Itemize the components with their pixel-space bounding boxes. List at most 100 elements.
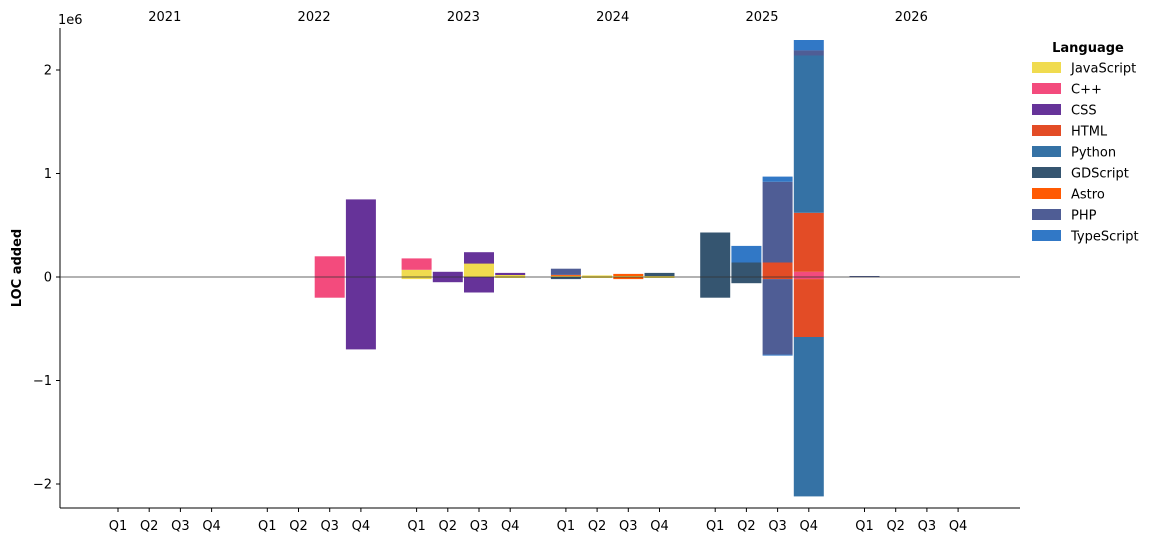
x-tick-label: Q2 (289, 519, 308, 534)
bar-segment-html (762, 262, 793, 277)
bar-segment-php (849, 276, 880, 277)
y-tick-label: −2 (33, 478, 52, 493)
bar-segment-html (793, 279, 824, 338)
y-axis-label: LOC added (10, 229, 25, 307)
legend-swatch (1032, 83, 1061, 94)
x-tick-label: Q1 (407, 519, 426, 534)
x-tick-label: Q4 (800, 519, 819, 534)
bar-segment-html (793, 212, 824, 272)
legend-swatch (1032, 188, 1061, 199)
y-tick-label: 0 (44, 271, 52, 286)
legend-label: JavaScript (1070, 62, 1136, 77)
y-ticks: −2 −1 0 1 2 (33, 64, 60, 493)
bar-segment-gdscript (731, 262, 762, 277)
bar-segment-javascript (464, 263, 494, 277)
year-label: 2022 (298, 10, 331, 25)
legend-label: TypeScript (1070, 230, 1139, 245)
bar-segment-gdscript (700, 277, 731, 298)
x-tick-label: Q3 (171, 519, 190, 534)
legend-label: GDScript (1071, 167, 1129, 182)
bar-segment-gdscript (550, 277, 581, 280)
year-label: 2021 (148, 10, 181, 25)
bar-segment-javascript (495, 274, 526, 277)
legend-swatch (1032, 62, 1061, 73)
legend-label: HTML (1071, 125, 1108, 140)
bar-segment-javascript (401, 269, 432, 277)
year-labels: 2021 2022 2023 2024 2025 2026 (148, 10, 928, 25)
bar-segment-c- (793, 271, 824, 277)
x-tick-label: Q4 (202, 519, 221, 534)
x-tick-label: Q4 (949, 519, 968, 534)
x-ticks: Q1 Q2 Q3 Q4 Q1 Q2 Q3 Q4 Q1 Q2 Q3 Q4 Q1 Q2 Q3 Q4 Q1 Q2 Q3 Q4… (109, 508, 968, 534)
bar-segment-gdscript (731, 277, 762, 284)
x-tick-label: Q4 (650, 519, 669, 534)
bar-segment-javascript (582, 275, 613, 277)
bar-segment-php (550, 268, 581, 275)
legend-swatch (1032, 104, 1061, 115)
plot-area (59, 28, 1020, 509)
y-tick-label: 1 (44, 167, 52, 182)
bar-segment-javascript (495, 277, 526, 278)
bar-segment-typescript (793, 40, 824, 51)
x-tick-label: Q1 (109, 519, 128, 534)
legend-title: Language (1052, 41, 1124, 56)
legend-swatch (1032, 209, 1061, 220)
x-tick-label: Q3 (918, 519, 937, 534)
year-label: 2025 (745, 10, 778, 25)
legend-swatch (1032, 167, 1061, 178)
bar-segment-php (762, 279, 793, 355)
bar-segment-typescript (731, 245, 762, 263)
x-tick-label: Q2 (588, 519, 607, 534)
bar-segment-css (432, 277, 463, 283)
bar-segment-astro (613, 277, 644, 280)
x-tick-label: Q1 (258, 519, 277, 534)
bars-layer (314, 40, 880, 497)
bar-segment-css (432, 271, 463, 277)
x-tick-label: Q2 (737, 519, 756, 534)
year-label: 2024 (596, 10, 629, 25)
bar-segment-c- (793, 277, 824, 280)
x-tick-label: Q2 (140, 519, 159, 534)
bar-segment-python (793, 55, 824, 213)
y-scale-label: 1e6 (58, 13, 83, 28)
x-tick-label: Q3 (619, 519, 638, 534)
bar-segment-typescript (762, 354, 793, 356)
bar-segment-gdscript (700, 232, 731, 277)
x-tick-label: Q3 (470, 519, 489, 534)
bar-segment-c- (314, 256, 345, 277)
bar-segment-php (762, 181, 793, 263)
bar-segment-javascript (644, 277, 675, 278)
bar-segment-javascript (550, 276, 581, 277)
x-tick-label: Q1 (855, 519, 874, 534)
bar-segment-html (762, 277, 793, 280)
x-tick-label: Q3 (768, 519, 787, 534)
x-tick-label: Q1 (706, 519, 725, 534)
legend-swatch (1032, 230, 1061, 241)
bar-segment-css (345, 199, 376, 277)
x-tick-label: Q1 (557, 519, 576, 534)
bar-segment-css (345, 277, 376, 350)
legend-label: CSS (1071, 104, 1097, 119)
year-label: 2023 (447, 10, 480, 25)
legend-label: PHP (1071, 209, 1097, 224)
bar-segment-python (793, 337, 824, 497)
bar-segment-gdscript (644, 272, 675, 276)
bar-segment-css (464, 277, 494, 293)
bar-segment-javascript (644, 276, 675, 277)
bar-segment-css (464, 252, 494, 264)
legend: Language JavaScript C++ CSS HTML Python GDScr… (1032, 41, 1139, 245)
bar-segment-javascript (401, 277, 432, 280)
year-label: 2026 (895, 10, 928, 25)
bar-segment-javascript (582, 277, 613, 278)
legend-swatch (1032, 125, 1061, 136)
x-tick-label: Q3 (320, 519, 339, 534)
legend-label: Astro (1071, 188, 1105, 203)
bar-segment-astro (613, 273, 644, 276)
legend-label: Python (1071, 146, 1116, 161)
bar-segment-c- (314, 277, 345, 298)
bar-segment-javascript (613, 276, 644, 277)
bar-segment-css (495, 272, 526, 275)
bar-segment-astro (550, 274, 581, 276)
x-tick-label: Q4 (501, 519, 520, 534)
